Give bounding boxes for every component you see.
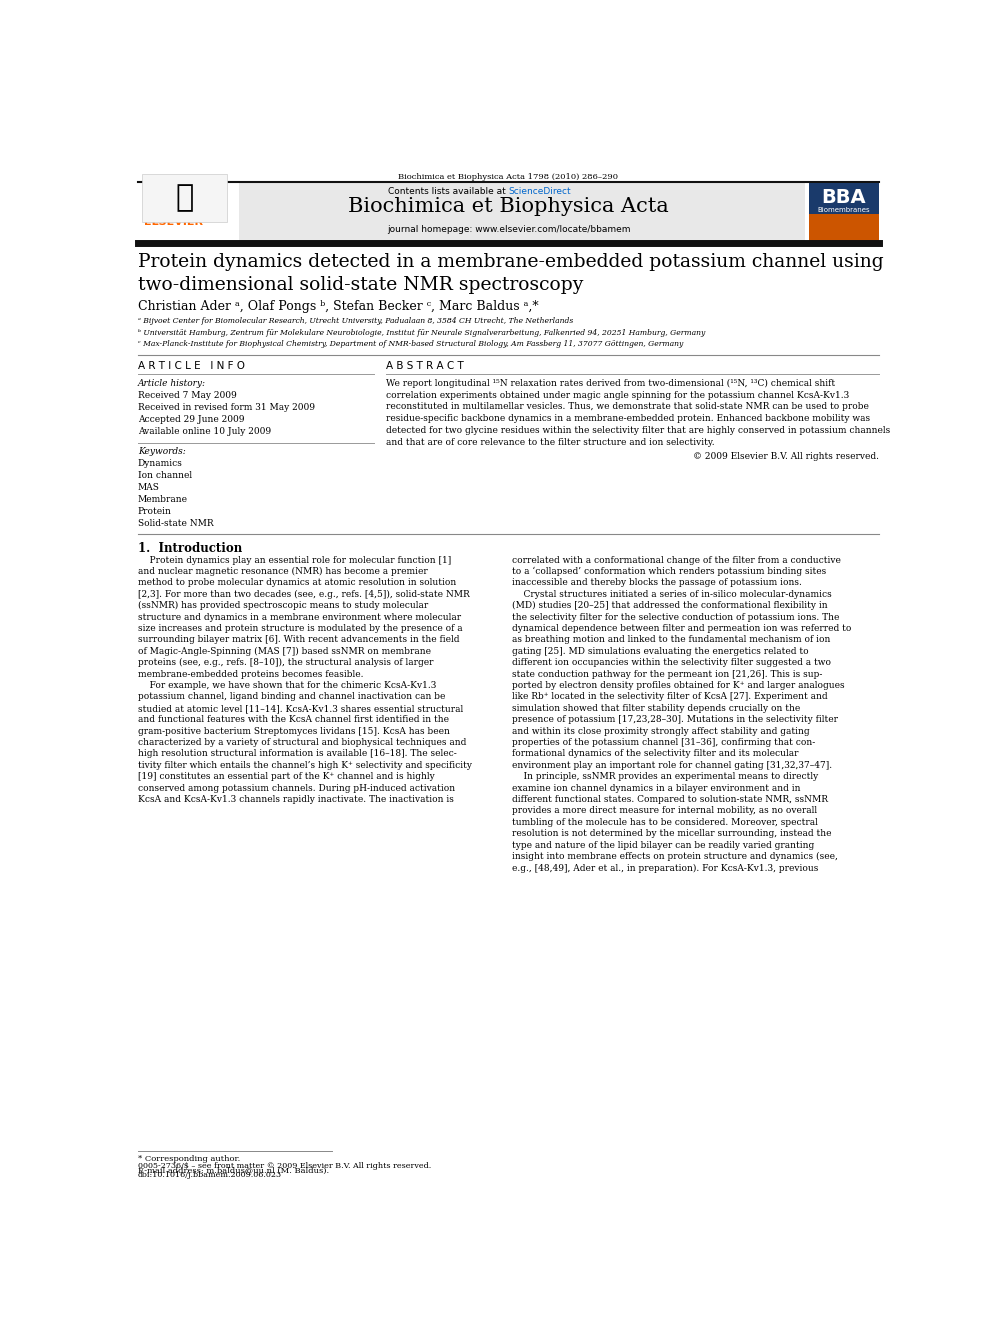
Text: (ssNMR) has provided spectroscopic means to study molecular: (ssNMR) has provided spectroscopic means… [138,601,429,610]
Text: proteins (see, e.g., refs. [8–10]), the structural analysis of larger: proteins (see, e.g., refs. [8–10]), the … [138,659,434,667]
Text: ported by electron density profiles obtained for K⁺ and larger analogues: ported by electron density profiles obta… [512,681,845,691]
Text: presence of potassium [17,23,28–30]. Mutations in the selectivity filter: presence of potassium [17,23,28–30]. Mut… [512,716,838,724]
Text: ᶜ Max-Planck-Institute for Biophysical Chemistry, Department of NMR-based Struct: ᶜ Max-Planck-Institute for Biophysical C… [138,340,683,348]
Text: and that are of core relevance to the filter structure and ion selectivity.: and that are of core relevance to the fi… [386,438,714,447]
Text: and nuclear magnetic resonance (NMR) has become a premier: and nuclear magnetic resonance (NMR) has… [138,568,428,577]
Text: [2,3]. For more than two decades (see, e.g., refs. [4,5]), solid-state NMR: [2,3]. For more than two decades (see, e… [138,590,469,599]
Text: A B S T R A C T: A B S T R A C T [386,361,463,370]
Text: © 2009 Elsevier B.V. All rights reserved.: © 2009 Elsevier B.V. All rights reserved… [692,451,879,460]
Text: correlation experiments obtained under magic angle spinning for the potassium ch: correlation experiments obtained under m… [386,390,849,400]
Text: conserved among potassium channels. During pH-induced activation: conserved among potassium channels. Duri… [138,783,455,792]
Text: MAS: MAS [138,483,160,492]
Text: gram-positive bacterium Streptomyces lividans [15]. KcsA has been: gram-positive bacterium Streptomyces liv… [138,726,449,736]
Text: surrounding bilayer matrix [6]. With recent advancements in the field: surrounding bilayer matrix [6]. With rec… [138,635,459,644]
Bar [142,175,227,222]
Text: to a ‘collapsed’ conformation which renders potassium binding sites: to a ‘collapsed’ conformation which rend… [512,568,826,577]
Text: e.g., [48,49], Ader et al., in preparation). For KcsA-Kv1.3, previous: e.g., [48,49], Ader et al., in preparati… [512,864,818,872]
Text: resolution is not determined by the micellar surrounding, instead the: resolution is not determined by the mice… [512,830,831,839]
Bar [809,184,879,214]
Text: characterized by a variety of structural and biophysical techniques and: characterized by a variety of structural… [138,738,466,747]
Text: size increases and protein structure is modulated by the presence of a: size increases and protein structure is … [138,624,462,634]
Text: doi:10.1016/j.bbamem.2009.06.023: doi:10.1016/j.bbamem.2009.06.023 [138,1171,282,1179]
Text: Keywords:: Keywords: [138,447,186,456]
Text: BBA: BBA [821,188,866,206]
Bar [239,184,806,243]
Text: correlated with a conformational change of the filter from a conductive: correlated with a conformational change … [512,556,841,565]
Text: Protein dynamics detected in a membrane-embedded potassium channel using
two-dim: Protein dynamics detected in a membrane-… [138,253,884,294]
Text: and within its close proximity strongly affect stability and gating: and within its close proximity strongly … [512,726,809,736]
Text: Christian Ader ᵃ, Olaf Pongs ᵇ, Stefan Becker ᶜ, Marc Baldus ᵃ,*: Christian Ader ᵃ, Olaf Pongs ᵇ, Stefan B… [138,300,539,314]
Text: ScienceDirect: ScienceDirect [509,188,571,196]
Text: 1.  Introduction: 1. Introduction [138,542,242,554]
Text: environment play an important role for channel gating [31,32,37–47].: environment play an important role for c… [512,761,832,770]
Text: We report longitudinal ¹⁵N relaxation rates derived from two-dimensional (¹⁵N, ¹: We report longitudinal ¹⁵N relaxation ra… [386,378,835,388]
Text: membrane-embedded proteins becomes feasible.: membrane-embedded proteins becomes feasi… [138,669,363,679]
Text: Article history:: Article history: [138,378,206,388]
Text: residue-specific backbone dynamics in a membrane-embedded protein. Enhanced back: residue-specific backbone dynamics in a … [386,414,870,423]
Text: 🌳: 🌳 [176,184,193,213]
Text: studied at atomic level [11–14]. KcsA-Kv1.3 shares essential structural: studied at atomic level [11–14]. KcsA-Kv… [138,704,463,713]
Text: Protein: Protein [138,507,172,516]
Text: provides a more direct measure for internal mobility, as no overall: provides a more direct measure for inter… [512,807,817,815]
Text: E-mail address: m.baldus@uu.nl (M. Baldus).: E-mail address: m.baldus@uu.nl (M. Baldu… [138,1166,329,1174]
Text: ELSEVIER: ELSEVIER [144,217,203,226]
Text: KcsA and KcsA-Kv1.3 channels rapidly inactivate. The inactivation is: KcsA and KcsA-Kv1.3 channels rapidly ina… [138,795,453,804]
Text: In principle, ssNMR provides an experimental means to directly: In principle, ssNMR provides an experime… [512,773,818,781]
Text: structure and dynamics in a membrane environment where molecular: structure and dynamics in a membrane env… [138,613,461,622]
Text: For example, we have shown that for the chimeric KcsA-Kv1.3: For example, we have shown that for the … [138,681,436,691]
Text: type and nature of the lipid bilayer can be readily varied granting: type and nature of the lipid bilayer can… [512,840,814,849]
Text: and functional features with the KcsA channel first identified in the: and functional features with the KcsA ch… [138,716,449,724]
Text: tumbling of the molecule has to be considered. Moreover, spectral: tumbling of the molecule has to be consi… [512,818,818,827]
Text: gating [25]. MD simulations evaluating the energetics related to: gating [25]. MD simulations evaluating t… [512,647,808,656]
Text: high resolution structural information is available [16–18]. The selec-: high resolution structural information i… [138,749,456,758]
Text: 0005-2736/$ – see front matter © 2009 Elsevier B.V. All rights reserved.: 0005-2736/$ – see front matter © 2009 El… [138,1162,432,1170]
Text: tivity filter which entails the channel’s high K⁺ selectivity and specificity: tivity filter which entails the channel’… [138,761,472,770]
Text: Biomembranes: Biomembranes [817,206,870,213]
Bar [809,214,879,243]
Text: Received 7 May 2009: Received 7 May 2009 [138,390,237,400]
Bar [138,184,239,243]
Text: Biochimica et Biophysica Acta 1798 (2010) 286–290: Biochimica et Biophysica Acta 1798 (2010… [399,172,618,181]
Text: Biochimica et Biophysica Acta: Biochimica et Biophysica Acta [348,197,669,216]
Text: dynamical dependence between filter and permeation ion was referred to: dynamical dependence between filter and … [512,624,852,634]
Text: journal homepage: www.elsevier.com/locate/bbamem: journal homepage: www.elsevier.com/locat… [387,225,630,234]
Text: of Magic-Angle-Spinning (MAS [7]) based ssNMR on membrane: of Magic-Angle-Spinning (MAS [7]) based … [138,647,431,656]
Text: formational dynamics of the selectivity filter and its molecular: formational dynamics of the selectivity … [512,749,799,758]
Text: different ion occupancies within the selectivity filter suggested a two: different ion occupancies within the sel… [512,659,831,667]
Text: Protein dynamics play an essential role for molecular function [1]: Protein dynamics play an essential role … [138,556,451,565]
Text: method to probe molecular dynamics at atomic resolution in solution: method to probe molecular dynamics at at… [138,578,456,587]
Text: Received in revised form 31 May 2009: Received in revised form 31 May 2009 [138,402,314,411]
Text: simulation showed that filter stability depends crucially on the: simulation showed that filter stability … [512,704,801,713]
Text: detected for two glycine residues within the selectivity filter that are highly : detected for two glycine residues within… [386,426,890,435]
Text: state conduction pathway for the permeant ion [21,26]. This is sup-: state conduction pathway for the permean… [512,669,822,679]
Text: examine ion channel dynamics in a bilayer environment and in: examine ion channel dynamics in a bilaye… [512,783,801,792]
Text: Available online 10 July 2009: Available online 10 July 2009 [138,427,271,435]
Text: Contents lists available at: Contents lists available at [388,188,509,196]
Text: A R T I C L E   I N F O: A R T I C L E I N F O [138,361,245,370]
Text: Solid-state NMR: Solid-state NMR [138,519,213,528]
Text: Crystal structures initiated a series of in-silico molecular-dynamics: Crystal structures initiated a series of… [512,590,832,599]
Text: Ion channel: Ion channel [138,471,192,480]
Text: (MD) studies [20–25] that addressed the conformational flexibility in: (MD) studies [20–25] that addressed the … [512,601,828,610]
Text: ᵃ Bijvoet Center for Biomolecular Research, Utrecht University, Padualaan 8, 358: ᵃ Bijvoet Center for Biomolecular Resear… [138,318,573,325]
Text: reconstituted in multilamellar vesicles. Thus, we demonstrate that solid-state N: reconstituted in multilamellar vesicles.… [386,402,869,411]
Text: different functional states. Compared to solution-state NMR, ssNMR: different functional states. Compared to… [512,795,828,804]
Text: as breathing motion and linked to the fundamental mechanism of ion: as breathing motion and linked to the fu… [512,635,830,644]
Text: [19] constitutes an essential part of the K⁺ channel and is highly: [19] constitutes an essential part of th… [138,773,434,781]
Text: like Rb⁺ located in the selectivity filter of KcsA [27]. Experiment and: like Rb⁺ located in the selectivity filt… [512,692,828,701]
Text: Accepted 29 June 2009: Accepted 29 June 2009 [138,415,244,423]
Text: Membrane: Membrane [138,495,187,504]
Text: Dynamics: Dynamics [138,459,183,468]
Text: the selectivity filter for the selective conduction of potassium ions. The: the selectivity filter for the selective… [512,613,839,622]
Text: insight into membrane effects on protein structure and dynamics (see,: insight into membrane effects on protein… [512,852,838,861]
Text: potassium channel, ligand binding and channel inactivation can be: potassium channel, ligand binding and ch… [138,692,445,701]
Text: ᵇ Universität Hamburg, Zentrum für Molekulare Neurobiologie, Institut für Neural: ᵇ Universität Hamburg, Zentrum für Molek… [138,328,705,336]
Text: properties of the potassium channel [31–36], confirming that con-: properties of the potassium channel [31–… [512,738,815,747]
Text: * Corresponding author.: * Corresponding author. [138,1155,240,1163]
Text: inaccessible and thereby blocks the passage of potassium ions.: inaccessible and thereby blocks the pass… [512,578,803,587]
